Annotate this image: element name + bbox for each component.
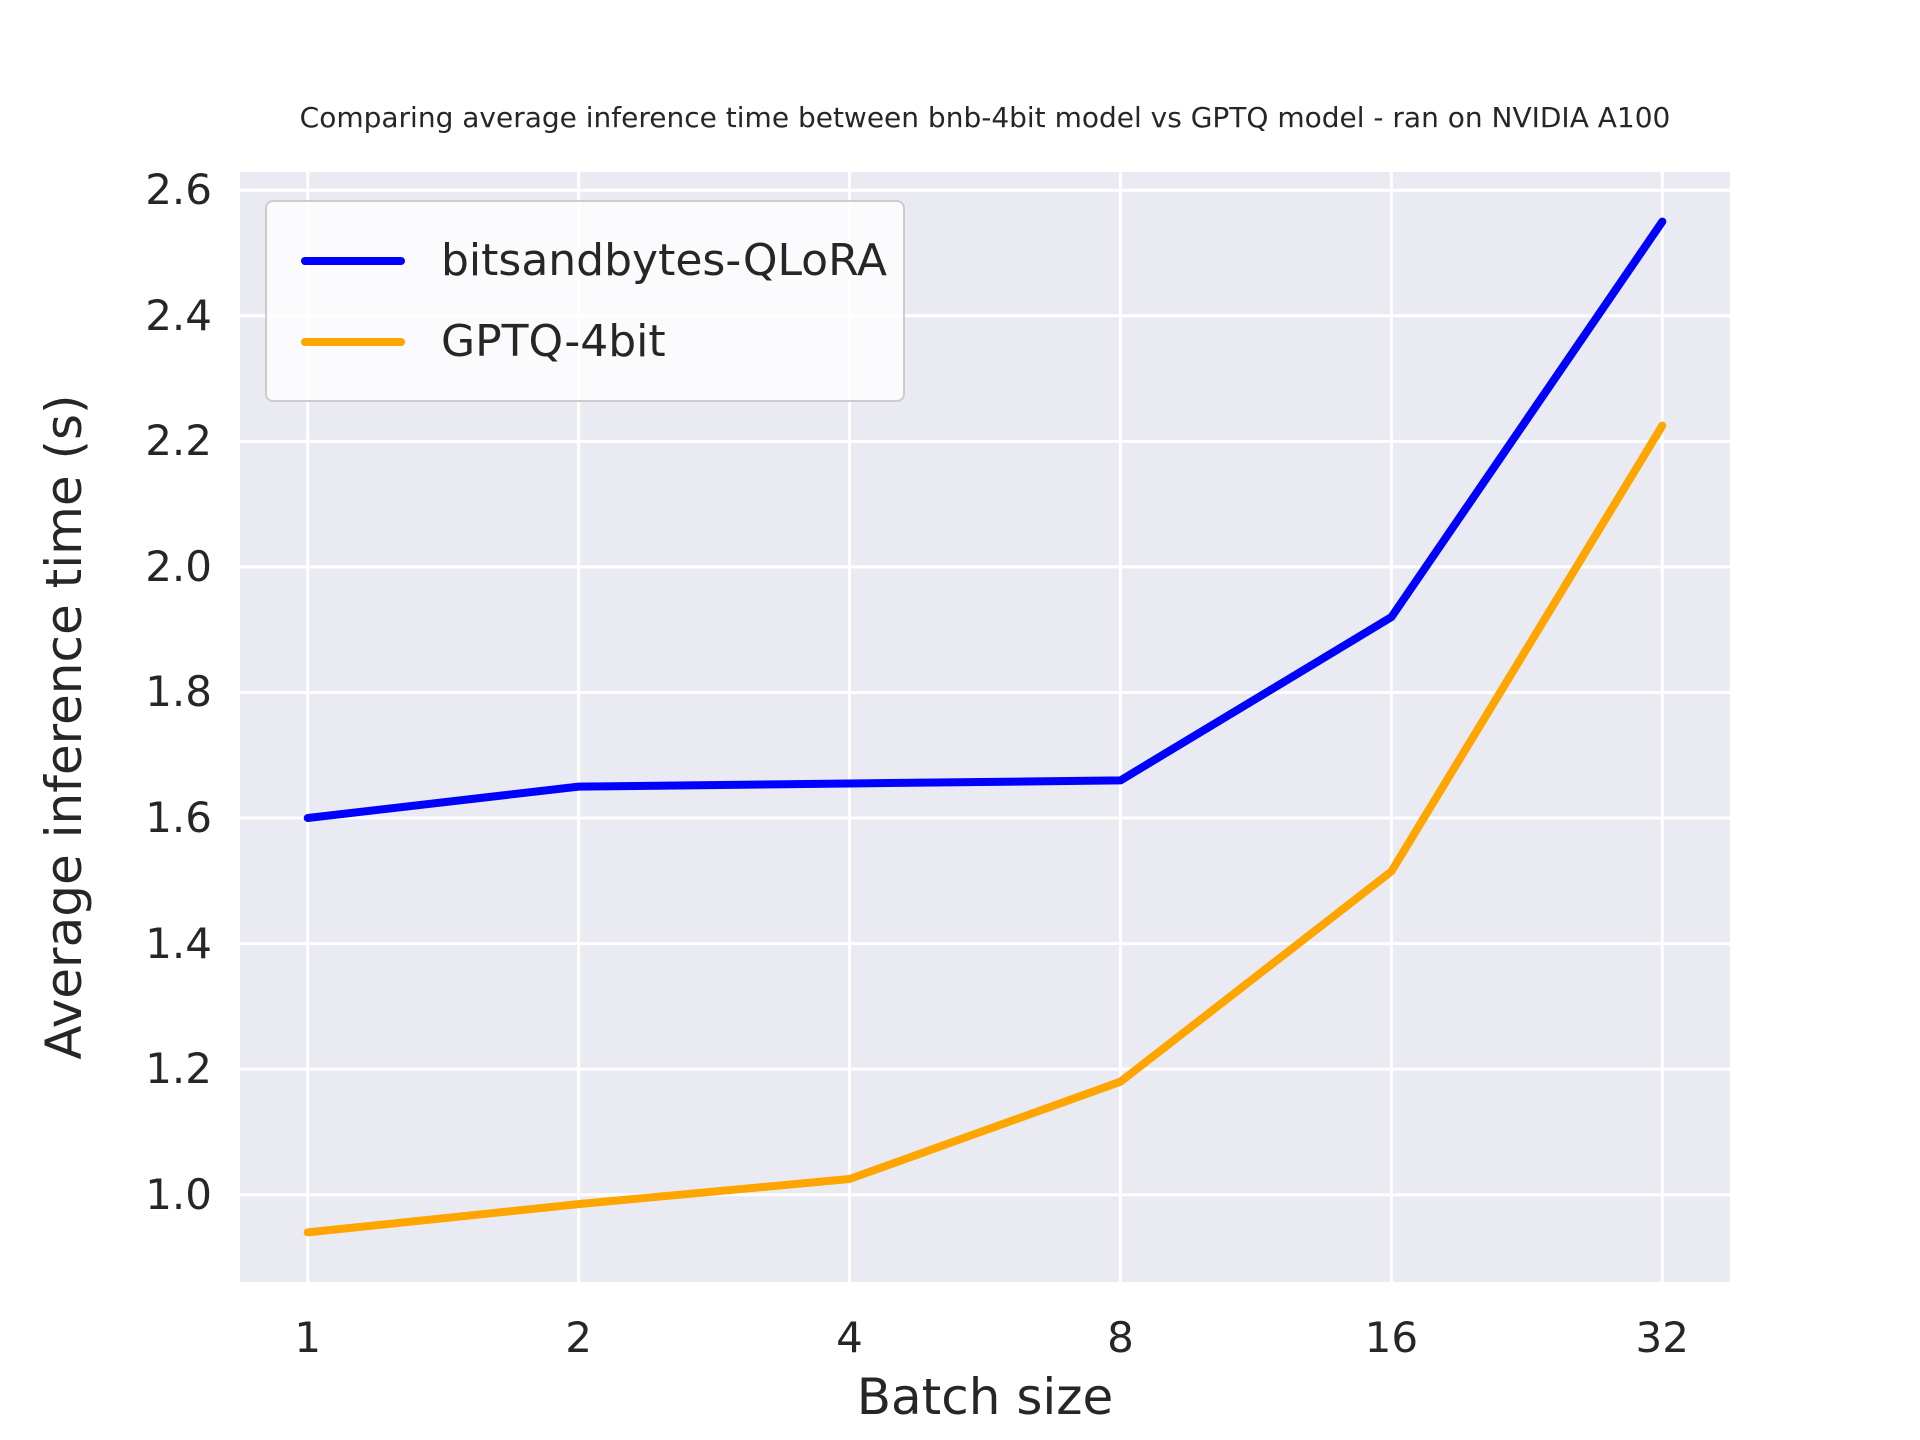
y-tick-label: 2.0	[145, 541, 212, 591]
legend-entry: GPTQ-4bit	[301, 301, 869, 382]
x-tick-label: 32	[1635, 1313, 1689, 1362]
legend-label: bitsandbytes-QLoRA	[441, 234, 887, 286]
y-tick-label: 1.2	[145, 1044, 212, 1094]
x-tick-label: 8	[1107, 1313, 1134, 1362]
y-tick-label: 2.4	[145, 290, 212, 340]
legend: bitsandbytes-QLoRA GPTQ-4bit	[265, 200, 905, 402]
y-tick-label: 1.6	[145, 793, 212, 843]
y-tick-label: 1.4	[145, 918, 212, 968]
legend-line-swatch	[301, 256, 405, 265]
legend-label: GPTQ-4bit	[441, 315, 666, 367]
y-tick-label: 2.2	[145, 416, 212, 466]
x-tick-label: 2	[565, 1313, 592, 1362]
x-axis-label: Batch size	[856, 1368, 1114, 1426]
y-tick-label: 2.6	[145, 165, 212, 215]
y-tick-label: 1.0	[145, 1169, 212, 1219]
x-tick-label: 1	[294, 1313, 322, 1362]
x-tick-label: 4	[836, 1313, 863, 1362]
legend-line-swatch	[301, 337, 405, 346]
chart-title: Comparing average inference time between…	[299, 101, 1671, 134]
legend-entry: bitsandbytes-QLoRA	[301, 220, 887, 301]
y-axis-label: Average inference time (s)	[35, 394, 93, 1060]
y-tick-label: 1.8	[145, 667, 212, 717]
x-tick-label: 16	[1364, 1313, 1419, 1362]
